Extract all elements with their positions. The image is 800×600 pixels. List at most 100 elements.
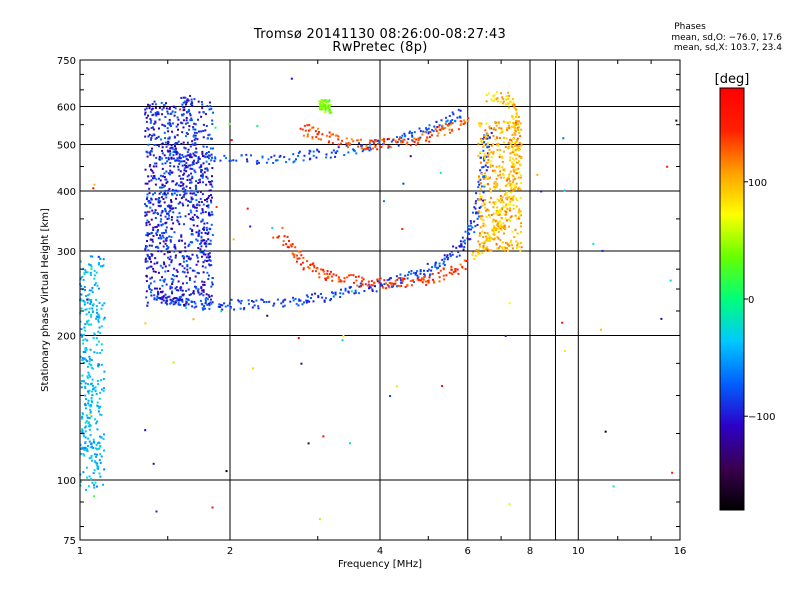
echo-point xyxy=(146,255,149,258)
echo-point xyxy=(323,300,326,303)
echo-point xyxy=(516,217,519,220)
x-axis-label: Frequency [MHz] xyxy=(338,559,422,570)
echo-point xyxy=(98,326,101,329)
echo-point xyxy=(503,193,506,196)
echo-point xyxy=(365,147,368,150)
echo-point xyxy=(512,175,515,178)
echo-point xyxy=(169,147,172,150)
echo-point xyxy=(514,214,517,217)
echo-point xyxy=(437,266,440,269)
echo-point xyxy=(220,310,223,313)
echo-point xyxy=(396,285,399,288)
echo-point xyxy=(265,301,268,304)
echo-point xyxy=(149,282,152,285)
echo-point xyxy=(171,207,174,210)
echo-point xyxy=(392,138,395,141)
echo-point xyxy=(144,211,147,214)
echo-point xyxy=(480,140,483,143)
echo-point xyxy=(519,181,522,184)
echo-point xyxy=(207,154,210,157)
echo-point xyxy=(361,144,364,147)
echo-point xyxy=(178,156,181,159)
echo-point xyxy=(513,105,516,108)
echo-point xyxy=(207,150,210,153)
echo-point xyxy=(359,284,362,287)
echo-point xyxy=(161,167,164,170)
echo-point xyxy=(186,166,189,169)
chart-subtitle: RwPretec (8p) xyxy=(332,40,428,55)
echo-point xyxy=(237,299,240,302)
echo-point xyxy=(256,124,259,127)
echo-point xyxy=(319,292,322,295)
echo-point xyxy=(502,168,505,171)
echo-point xyxy=(252,300,255,303)
echo-point xyxy=(501,196,504,199)
echo-point xyxy=(515,240,518,243)
echo-point xyxy=(162,106,165,109)
echo-point xyxy=(180,181,183,184)
echo-point xyxy=(509,200,512,203)
echo-point xyxy=(381,284,384,287)
echo-point xyxy=(481,138,484,141)
echo-point xyxy=(97,316,100,319)
echo-point xyxy=(493,126,496,129)
echo-point xyxy=(182,204,185,207)
echo-point xyxy=(435,267,438,270)
echo-point xyxy=(179,108,182,111)
echo-point xyxy=(207,134,210,137)
echo-point xyxy=(488,127,491,130)
echo-point xyxy=(434,128,437,131)
echo-point xyxy=(482,224,485,227)
echo-point xyxy=(186,268,189,271)
echo-point xyxy=(193,192,196,195)
echo-point xyxy=(84,329,87,332)
echo-point xyxy=(466,120,469,123)
echo-point xyxy=(84,308,87,311)
echo-point xyxy=(245,158,248,161)
echo-point xyxy=(329,299,332,302)
echo-point xyxy=(511,151,514,154)
echo-point xyxy=(327,107,330,110)
echo-point xyxy=(187,245,190,248)
echo-point xyxy=(171,130,174,133)
echo-point xyxy=(90,267,93,270)
echo-point xyxy=(219,305,222,308)
echo-point xyxy=(443,257,446,260)
echo-point xyxy=(302,256,305,259)
echo-point xyxy=(177,165,180,168)
echo-point xyxy=(191,216,194,219)
echo-point xyxy=(399,137,402,140)
echo-point xyxy=(185,135,188,138)
echo-point xyxy=(194,134,197,137)
echo-point xyxy=(443,134,446,137)
echo-point xyxy=(471,226,474,229)
echo-point xyxy=(442,274,445,277)
echo-point xyxy=(387,145,390,148)
echo-point xyxy=(211,506,214,509)
echo-point xyxy=(163,253,166,256)
echo-point xyxy=(179,303,182,306)
echo-point xyxy=(205,175,208,178)
y-axis-label: Stationary phase Virtual Height [km] xyxy=(40,208,51,392)
echo-point xyxy=(345,144,348,147)
echo-point xyxy=(181,282,184,285)
echo-point xyxy=(100,363,103,366)
echo-point xyxy=(81,446,84,449)
echo-point xyxy=(462,240,465,243)
echo-point xyxy=(210,183,213,186)
echo-point xyxy=(187,257,190,260)
echo-point xyxy=(193,213,196,216)
echo-point xyxy=(446,254,449,257)
echo-point xyxy=(197,100,200,103)
echo-point xyxy=(164,141,167,144)
echo-point xyxy=(514,130,517,133)
echo-point xyxy=(97,447,100,450)
echo-point xyxy=(482,145,485,148)
echo-point xyxy=(152,165,155,168)
echo-point xyxy=(99,405,102,408)
echo-point xyxy=(144,111,147,114)
echo-point xyxy=(487,158,490,161)
echo-point xyxy=(193,169,196,172)
echo-point xyxy=(257,307,260,310)
echo-point xyxy=(83,301,86,304)
